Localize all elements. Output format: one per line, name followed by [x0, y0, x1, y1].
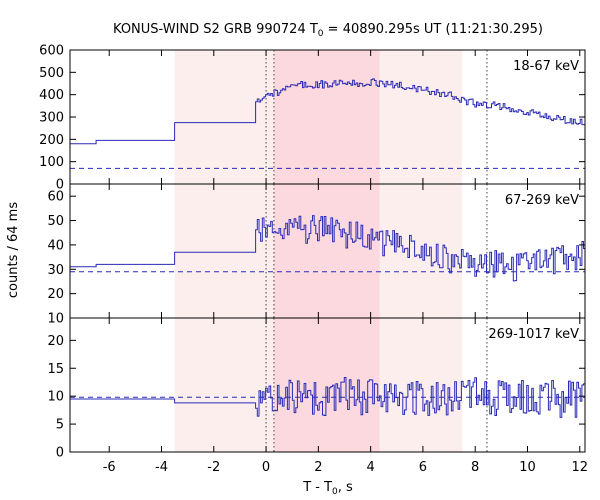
x-tick-label: 0	[262, 460, 270, 475]
x-tick-label: 2	[314, 460, 322, 475]
y-tick-label: 600	[39, 44, 64, 59]
energy-band-label: 67-269 keV	[505, 193, 579, 208]
panel-67-269-kev: 10 20 30 40 50 60 67-269 keV	[47, 183, 586, 327]
shaded-interval-1	[273, 318, 380, 452]
x-tick-label: 12	[571, 460, 588, 475]
energy-band-label: 269-1017 keV	[488, 327, 579, 342]
y-tick-label: 0	[56, 446, 64, 461]
chart-title: KONUS-WIND S2 GRB 990724 T0 = 40890.295s…	[113, 22, 543, 39]
y-tick-label: 20	[47, 334, 64, 349]
x-axis-title-subscript: 0	[332, 487, 338, 497]
y-axis-title: counts / 64 ms	[6, 202, 21, 298]
shaded-interval-2	[379, 50, 463, 184]
panel-269-1017-kev: 0 5 10 15 20 -6 -4 -2 0 2 4 6 8 10 12 269-1017 keV	[47, 317, 588, 475]
y-tick-label: 500	[39, 66, 64, 81]
chart-title-subscript: 0	[318, 29, 324, 39]
y-tick-label: 100	[39, 155, 64, 170]
y-tick-label: 30	[47, 263, 64, 278]
y-tick-label: 300	[39, 111, 64, 126]
y-tick-label: 40	[47, 238, 64, 253]
x-tick-label: 4	[366, 460, 374, 475]
chart-title-prefix: KONUS-WIND S2 GRB 990724 T	[113, 22, 318, 37]
y-tick-label: 10	[47, 312, 64, 327]
y-tick-label: 20	[47, 287, 64, 302]
y-tick-label: 50	[47, 214, 64, 229]
panel-frame	[69, 317, 586, 453]
y-tick-label: 400	[39, 88, 64, 103]
energy-band-label: 18-67 keV	[513, 59, 579, 74]
x-tick-label: 8	[471, 460, 479, 475]
y-tick-label: 5	[56, 418, 64, 433]
x-axis-title-suffix: , s	[338, 480, 353, 495]
x-axis-title-prefix: T - T	[302, 480, 332, 495]
shaded-interval-1	[273, 50, 380, 184]
panel-18-67-kev: 0 100 200 300 400 500 600 18-67 keV	[39, 44, 586, 193]
shaded-interval-1	[273, 184, 380, 318]
y-tick-label: 10	[47, 390, 64, 405]
y-tick-label: 200	[39, 133, 64, 148]
chart-title-suffix: = 40890.295s UT (11:21:30.295)	[324, 22, 543, 37]
x-tick-label: -4	[155, 460, 168, 475]
light-curve-269-1017-kev	[70, 377, 585, 418]
light-curve-67-269-kev	[70, 215, 585, 282]
x-tick-label: 10	[519, 460, 536, 475]
y-tick-label: 0	[56, 178, 64, 193]
light-curve-18-67-kev	[70, 78, 585, 145]
y-tick-label: 15	[47, 362, 64, 377]
x-tick-label: -2	[207, 460, 220, 475]
x-tick-label: 6	[419, 460, 427, 475]
x-axis-title: T - T0, s	[302, 480, 353, 497]
y-tick-label: 60	[47, 190, 64, 205]
x-tick-label: -6	[103, 460, 116, 475]
